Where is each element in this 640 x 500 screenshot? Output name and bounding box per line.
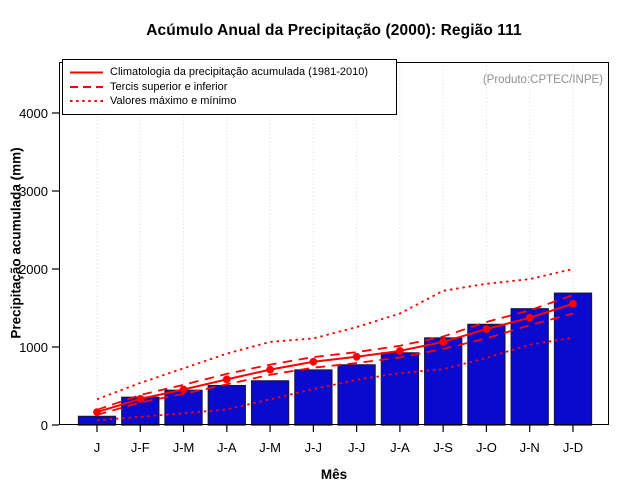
y-tick-label: 2000 [19,261,48,277]
x-tick-label: J-M [172,440,195,455]
climatology-marker [93,408,101,416]
x-tick-label: J-A [217,440,237,455]
climatology-marker [525,313,534,322]
min-line [96,336,574,422]
y-tick-label: 3000 [19,183,48,199]
climatology-marker [309,357,318,366]
y-tick-label: 0 [40,417,48,433]
bar-J-M [164,389,203,426]
legend-item-climatologia: Climatologia da precipitação acumulada (… [110,66,369,78]
climatology-marker [222,375,231,384]
y-tick-label: 4000 [19,105,48,121]
chart-title: Acúmulo Anual da Precipitação (2000): Re… [146,22,522,39]
climatology-markers [93,299,577,416]
climatology-marker [396,347,404,355]
bar-J-J [294,369,333,426]
x-axis-label: Mês [320,467,348,482]
x-axis-ticks [96,425,574,432]
bar-J-S [424,337,463,426]
climatology-marker [136,395,145,403]
x-tick-label: J-M [259,440,281,455]
bar-J-A [380,352,420,426]
max-line [96,268,574,401]
climatology-marker [352,352,361,361]
climatology-marker [439,338,448,346]
bar-J-M [250,380,290,426]
produto-note: (Produto:CPTEC/INPE) [482,74,603,86]
climatology-marker [266,365,274,374]
tercil-upper-line [96,294,574,411]
x-tick-label: J-J [347,440,366,455]
x-tick-label: J-N [519,440,540,455]
tercil-lower-line [96,312,574,416]
bar-J-A [207,384,246,426]
bar-J-O [467,323,506,426]
bar-J-D [553,292,593,426]
climatology-marker [569,299,577,308]
legend-item-tercis: Tercis superior e inferior [110,81,228,93]
y-tick-label: 1000 [19,339,48,355]
x-tick-label: J-J [304,440,323,455]
legend-box [62,59,397,115]
bar-J-N [510,308,549,426]
x-tick-label: J-A [390,440,410,455]
bar-J-J [337,364,376,426]
bar-J [77,415,117,426]
legend-item-max-min: Valores máximo e mínimo [110,95,237,107]
x-tick-label: J-F [130,440,150,455]
x-tick-label: J-S [433,440,453,455]
x-tick-label: J-O [475,440,497,455]
climatology-marker [482,325,491,333]
y-axis-ticks [52,112,59,426]
x-tick-label: J [93,440,101,455]
climatology-line [96,302,574,414]
x-tick-label: J-D [562,440,584,455]
climatology-marker [179,385,188,394]
y-axis-label: Precipitação acumulada (mm) [8,147,24,339]
